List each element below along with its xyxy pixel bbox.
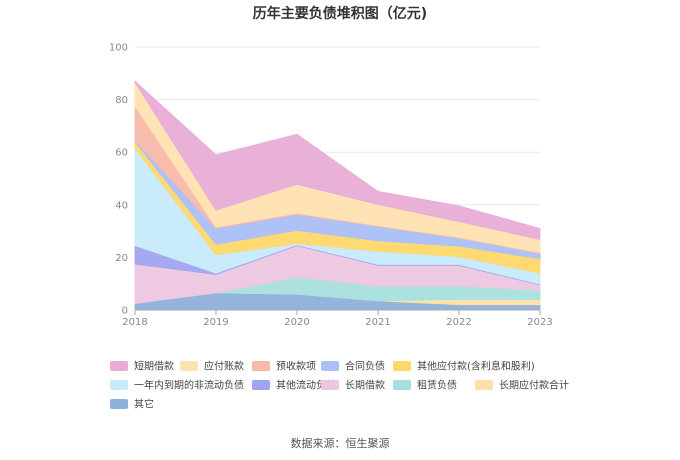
legend-swatch	[110, 399, 128, 409]
area-series-group	[134, 80, 541, 311]
legend-label: 其它	[134, 398, 154, 411]
legend-label: 合同负债	[345, 360, 385, 373]
y-tick-label: 100	[109, 43, 128, 54]
y-tick-label: 80	[115, 95, 128, 106]
x-tick-label: 2023	[527, 317, 552, 328]
legend-label: 长期应付款合计	[499, 379, 569, 392]
legend-swatch	[475, 380, 493, 390]
legend-label: 长期借款	[345, 379, 385, 392]
area-series	[134, 80, 541, 240]
legend-label: 一年内到期的非流动负债	[134, 379, 244, 392]
legend-label: 应付账款	[204, 360, 244, 373]
legend-swatch	[321, 361, 339, 371]
x-tick-label: 2018	[122, 317, 147, 328]
legend-label: 预收款项	[276, 360, 316, 373]
source-note: 数据来源：恒生聚源	[291, 436, 390, 450]
legend-label: 租赁负债	[417, 379, 457, 392]
y-tick-label: 40	[115, 200, 128, 211]
legend-label: 其他流动负债	[276, 379, 336, 392]
legend-swatch	[393, 380, 411, 390]
legend-swatch	[393, 361, 411, 371]
y-tick-label: 20	[115, 253, 128, 264]
y-tick-label: 60	[115, 148, 128, 159]
y-tick-label: 0	[122, 306, 128, 317]
legend-swatch	[110, 380, 128, 390]
legend-swatch	[110, 361, 128, 371]
x-tick-label: 2021	[365, 317, 390, 328]
legend: 短期借款 应付账款 预收款项 合同负债 其他应付款(含利息和股利) 一年内到期的非流动负债…	[110, 360, 569, 411]
legend-swatch	[252, 361, 270, 371]
legend-swatch	[321, 380, 339, 390]
chart-title: 历年主要负债堆积图（亿元)	[253, 5, 427, 22]
legend-label: 短期借款	[134, 360, 174, 373]
legend-label: 其他应付款(含利息和股利)	[417, 360, 535, 373]
legend-swatch	[252, 380, 270, 390]
x-tick-label: 2019	[203, 317, 228, 328]
x-tick-label: 2020	[284, 317, 309, 328]
axes: 0 20 40 60 80 100 2018 2019 2020 2021 2022 2023	[109, 43, 553, 329]
x-tick-label: 2022	[446, 317, 471, 328]
legend-swatch	[180, 361, 198, 371]
